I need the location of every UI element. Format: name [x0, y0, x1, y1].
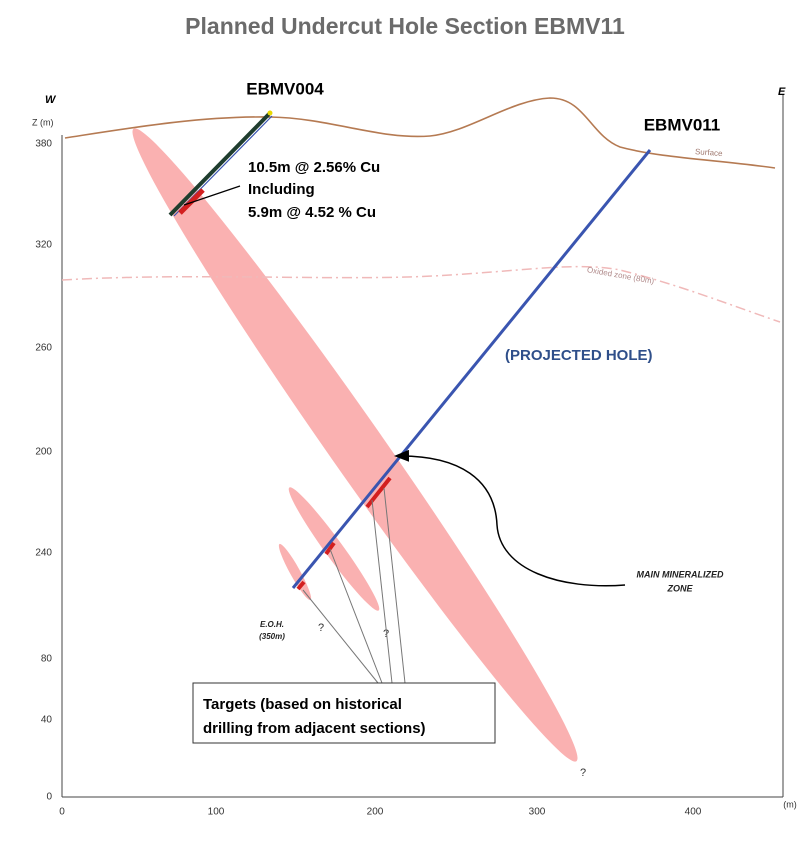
zone-label: MAIN MINERALIZED [637, 569, 724, 579]
x-label: 400 [685, 807, 702, 818]
eoh-label: (350m) [259, 632, 285, 641]
y-label: 200 [35, 447, 52, 458]
target-intercept [324, 541, 336, 556]
zone-arrow [394, 449, 626, 587]
intercept-text: 5.9m @ 4.52 % Cu [248, 204, 376, 221]
projected-label: (PROJECTED HOLE) [505, 347, 653, 364]
y-label: 0 [46, 792, 52, 803]
hole-ebmv011 [291, 149, 652, 589]
z-label: Z (m) [32, 117, 54, 127]
x-label: 300 [529, 807, 546, 818]
hole-label: EBMV004 [246, 79, 324, 98]
x-unit: (m) [783, 799, 797, 809]
y-label: 80 [41, 654, 53, 665]
main-zone [132, 128, 578, 762]
oxide-label: Oxided zone (80m) [586, 265, 655, 286]
hole-label: EBMV011 [644, 115, 721, 134]
question: ? [318, 622, 324, 634]
surface-label: Surface [695, 147, 724, 158]
oxide-line [61, 265, 781, 323]
intercept-text: 10.5m @ 2.56% Cu [248, 159, 380, 176]
y-label: 240 [35, 548, 52, 559]
lens [288, 487, 380, 611]
question: ? [580, 767, 586, 779]
hole-ebmv004 [168, 111, 272, 217]
east-label: E [778, 86, 786, 98]
surface-line [64, 97, 776, 169]
collar [267, 110, 273, 116]
zone-label: ZONE [666, 583, 693, 593]
leader [183, 185, 241, 206]
x-label: 100 [208, 807, 225, 818]
y-labels: 380 320 260 200 240 80 40 0 [35, 139, 52, 803]
x-label: 200 [367, 807, 384, 818]
lens [278, 543, 312, 601]
targets-box [192, 682, 496, 744]
targets-text: Targets (based on historical [203, 696, 402, 713]
west-label: W [45, 94, 57, 106]
y-label: 40 [41, 715, 53, 726]
x-label: 0 [59, 807, 65, 818]
eoh-label: E.O.H. [260, 620, 284, 629]
intercept-text: Including [248, 181, 315, 198]
y-label: 320 [35, 240, 52, 251]
question: ? [383, 628, 389, 640]
x-labels: 0 100 200 300 400 (m) [59, 799, 797, 817]
targets-text: drilling from adjacent sections) [203, 720, 426, 737]
intercept [178, 188, 205, 215]
y-label: 260 [35, 343, 52, 354]
target-intercept [365, 476, 392, 509]
target-leaders [302, 487, 406, 684]
title: Planned Undercut Hole Section EBMV11 [185, 13, 625, 39]
target-intercept [296, 580, 306, 591]
y-label: 380 [35, 139, 52, 150]
